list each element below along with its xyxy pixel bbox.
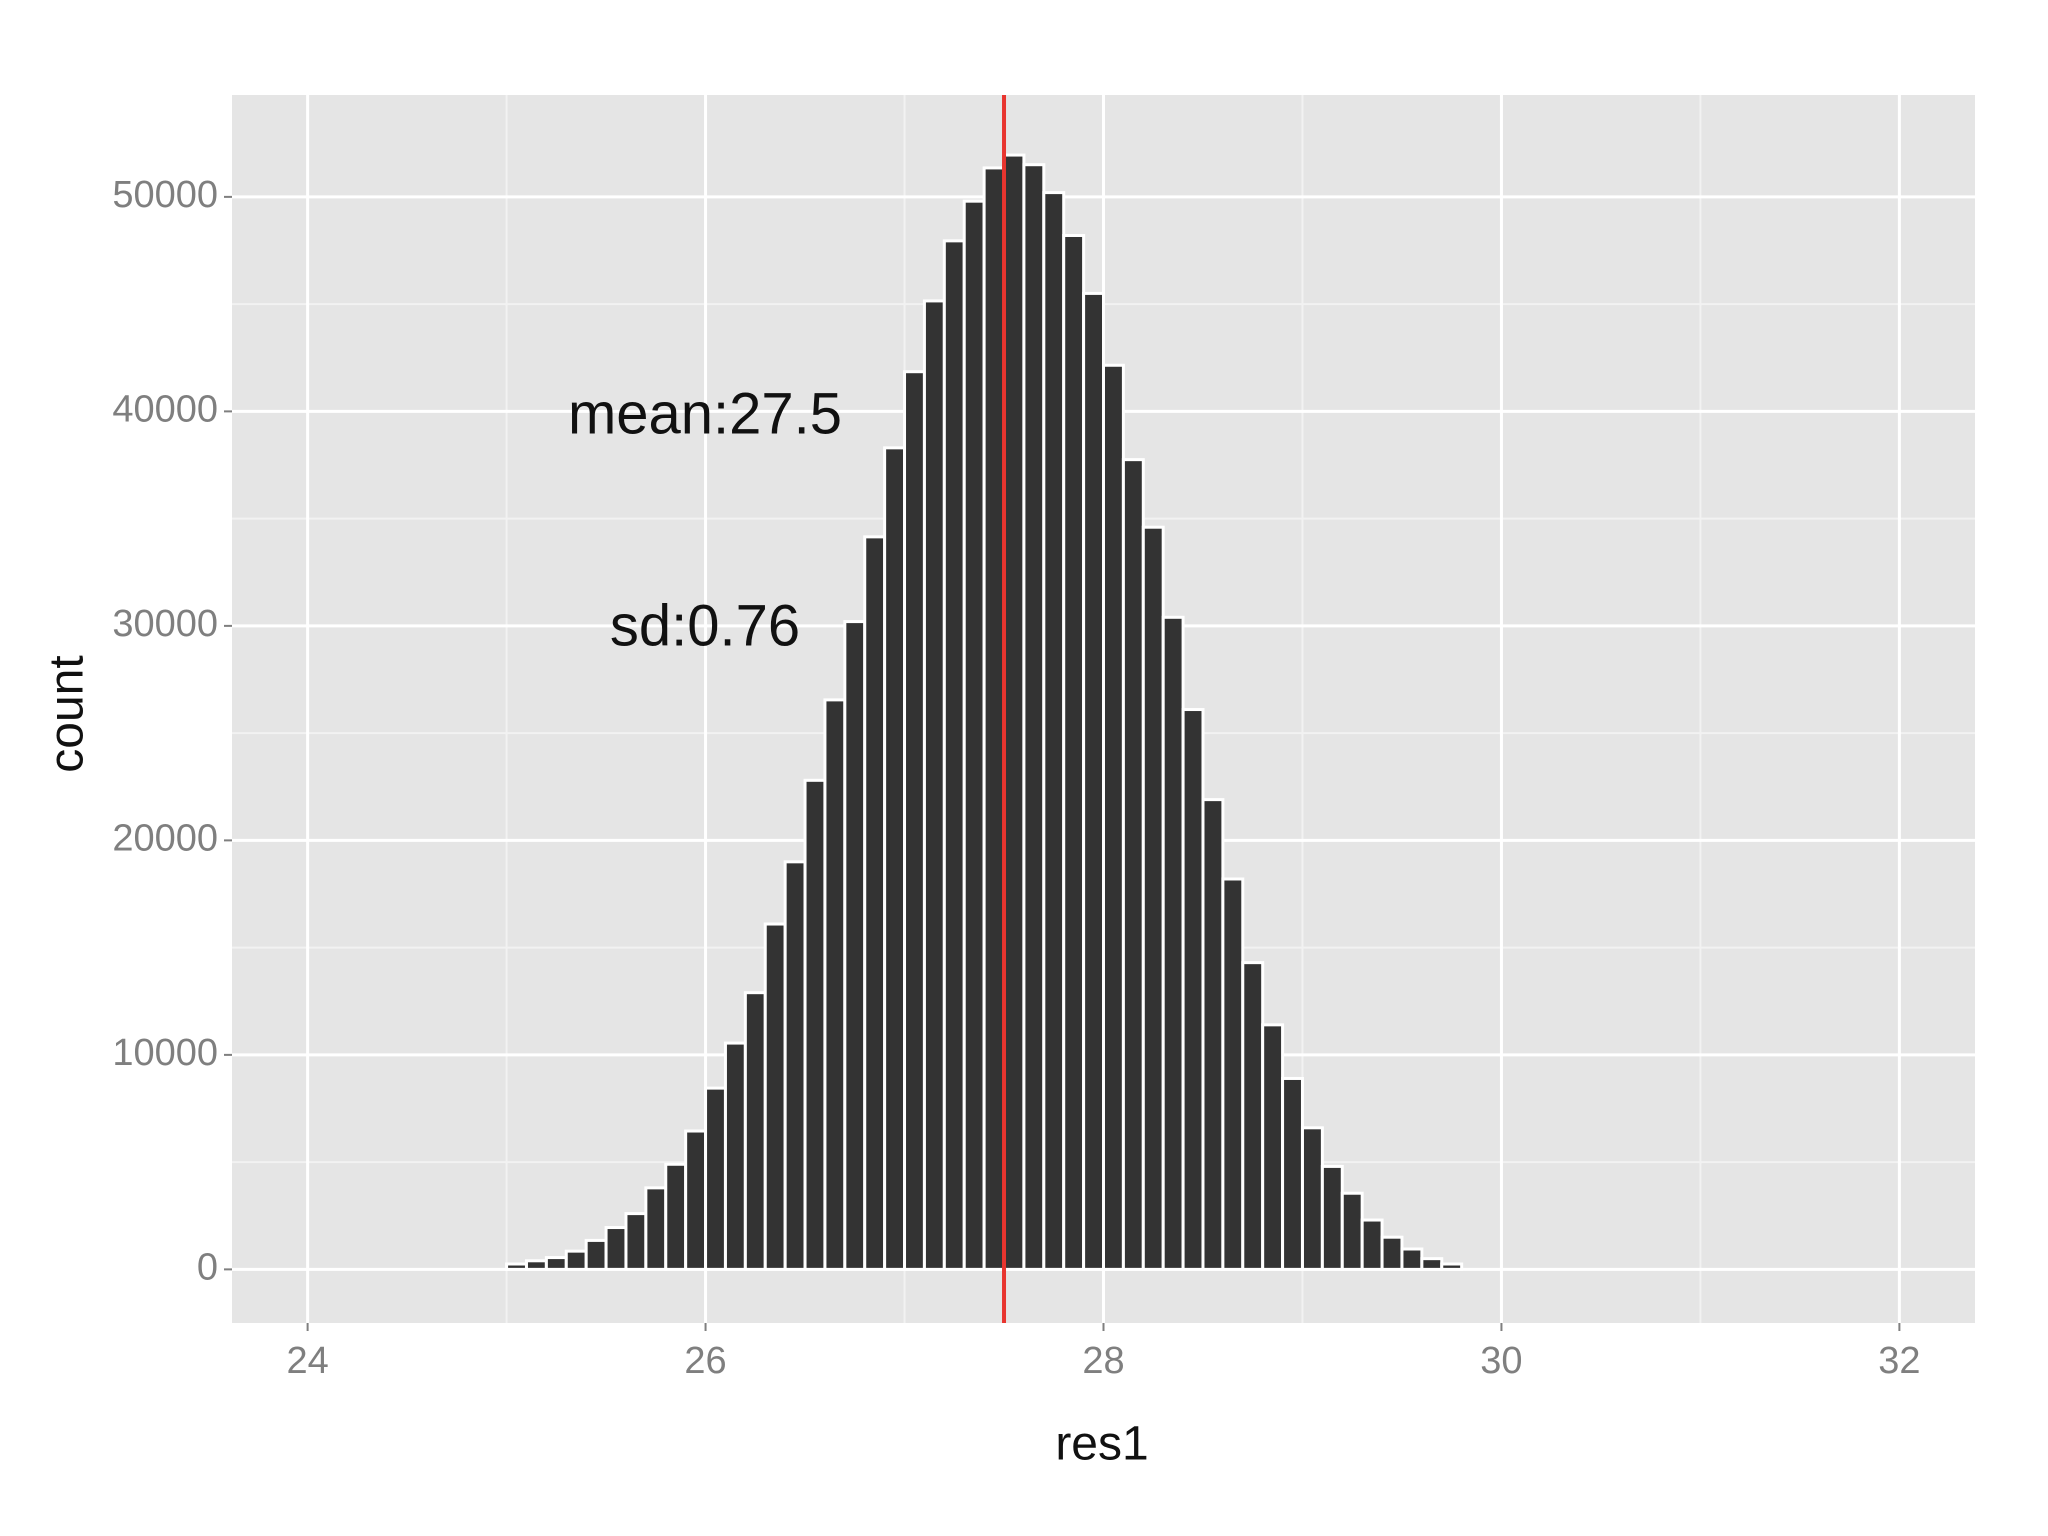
bar xyxy=(922,299,946,1271)
bar xyxy=(1022,163,1046,1271)
bar xyxy=(1440,1262,1464,1271)
bar xyxy=(684,1129,708,1271)
bar xyxy=(1300,1126,1324,1271)
bar xyxy=(1002,153,1026,1271)
bar xyxy=(1360,1218,1384,1271)
y-tick-label: 10000 xyxy=(112,1032,218,1074)
bar xyxy=(1261,1023,1285,1271)
bar xyxy=(584,1238,608,1271)
bar xyxy=(1181,708,1205,1271)
bar xyxy=(1400,1247,1424,1271)
bar xyxy=(604,1226,628,1271)
y-tick-label: 30000 xyxy=(112,603,218,645)
x-axis-title: res1 xyxy=(1055,1418,1148,1471)
bar xyxy=(505,1262,528,1271)
x-tick-label: 24 xyxy=(286,1340,328,1382)
bar xyxy=(863,535,887,1271)
bar xyxy=(903,370,926,1271)
bar xyxy=(982,166,1006,1271)
y-tick-label: 40000 xyxy=(112,388,218,430)
bar xyxy=(942,239,966,1271)
bar xyxy=(723,1041,747,1271)
bar xyxy=(524,1259,548,1271)
bar xyxy=(1141,525,1165,1271)
bar xyxy=(1320,1164,1344,1271)
x-tick-label: 32 xyxy=(1878,1340,1920,1382)
y-axis-title: count xyxy=(41,655,94,772)
bar xyxy=(1201,798,1225,1271)
bar xyxy=(644,1186,668,1271)
bar xyxy=(803,778,827,1271)
x-tick-label: 28 xyxy=(1082,1340,1124,1382)
x-tick-label: 30 xyxy=(1480,1340,1522,1382)
bar xyxy=(883,446,907,1271)
bar xyxy=(763,922,787,1271)
bar xyxy=(783,860,807,1271)
bar xyxy=(1102,363,1125,1271)
annotation: mean:27.5 xyxy=(568,381,842,446)
bar xyxy=(1380,1235,1404,1271)
y-tick-label: 0 xyxy=(197,1246,218,1288)
bar xyxy=(1221,877,1245,1271)
bar xyxy=(544,1256,568,1271)
bar xyxy=(1062,233,1086,1271)
x-tick-label: 26 xyxy=(684,1340,726,1382)
bar xyxy=(1121,458,1145,1271)
bar xyxy=(624,1212,648,1271)
bar xyxy=(743,991,767,1271)
bar xyxy=(1082,291,1106,1271)
bar xyxy=(823,698,847,1271)
y-tick-label: 50000 xyxy=(112,174,218,216)
bar xyxy=(1161,615,1185,1271)
bar xyxy=(664,1162,688,1271)
bar xyxy=(1420,1257,1444,1271)
bar xyxy=(1340,1191,1364,1271)
bar xyxy=(564,1249,588,1271)
bar xyxy=(704,1086,727,1271)
bar xyxy=(962,199,986,1271)
y-tick-label: 20000 xyxy=(112,817,218,859)
bar xyxy=(1281,1076,1304,1271)
bar xyxy=(843,620,867,1271)
bar xyxy=(1042,191,1066,1271)
bar xyxy=(1241,961,1265,1271)
annotation: sd:0.76 xyxy=(610,593,800,658)
